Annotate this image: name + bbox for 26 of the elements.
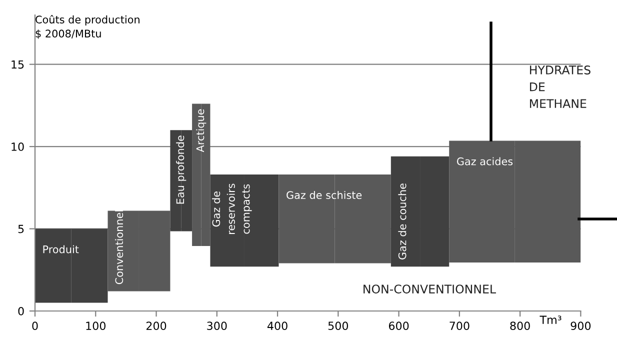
x-axis-title: Tm³ [540, 316, 562, 324]
x-tick-label: 300 [207, 322, 227, 330]
series-label: Gaz de couche [398, 184, 406, 260]
x-tick-label: 0 [32, 322, 38, 330]
series-label: Arctique [196, 109, 206, 152]
x-tick-label: 200 [146, 322, 166, 330]
annotation: HYDRATES DE METHANE [530, 66, 590, 108]
x-tick-label: 500 [328, 322, 348, 330]
series-label: Gaz de schiste [286, 190, 362, 200]
y-tick-label: 15 [12, 60, 24, 69]
x-tick-label: 900 [570, 322, 591, 330]
y-tick-label: 0 [18, 306, 24, 316]
y-tick-label: 10 [12, 142, 24, 151]
x-tick-label: 600 [388, 322, 409, 330]
series-label: Gaz acides [456, 157, 513, 166]
series-label: Eau profonde [176, 136, 186, 204]
annotation: NON-CONVENTIONNEL [364, 284, 496, 294]
x-tick-label: 800 [510, 322, 530, 330]
x-tick-label: 400 [267, 322, 288, 330]
series-label: Gaz de reservoirs compacts [212, 184, 252, 234]
x-tick-label: 700 [450, 322, 470, 330]
series-label: Conventionnel [115, 210, 124, 284]
y-axis-title: Coûts de production $ 2008/MBtu [36, 15, 140, 39]
y-tick-label: 5 [18, 224, 24, 234]
x-tick-label: 100 [86, 322, 106, 330]
series-label: Produit [43, 245, 79, 254]
